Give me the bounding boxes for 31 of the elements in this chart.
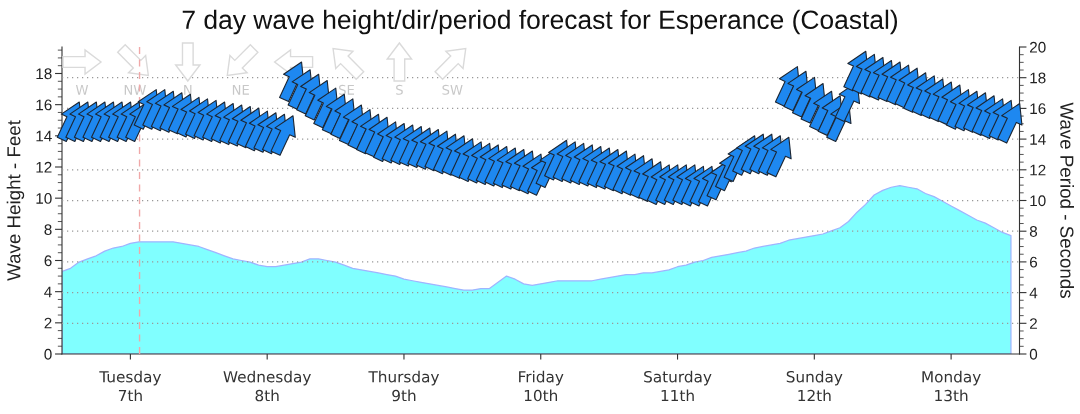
y-tick-label: 10 [36,193,52,204]
y-axis-title: Wave Height - Feet [6,120,25,281]
y2-tick-label: 12 [1030,164,1046,176]
chart-title: 7 day wave height/dir/period forecast for Esperance (Coastal) [182,9,898,35]
y-tick-label: 14 [36,130,52,142]
y-tick-label: 6 [44,255,52,267]
y2-tick-label: 16 [1030,103,1046,115]
y-tick-label: 4 [44,286,52,298]
y2-tick-label: 4 [1029,287,1038,299]
y-tick-label: 0 [44,348,52,360]
x-tick-label: Wednesday 8th [223,370,311,402]
x-tick-label: Tuesday 7th [99,370,162,402]
y2-tick-label: 14 [1030,134,1046,145]
x-tick-label: Monday 13th [922,370,981,402]
y2-tick-label: 8 [1029,226,1038,237]
y2-tick-label: 18 [1030,72,1046,84]
y-tick-label: 12 [36,161,52,173]
x-tick-label: Saturday 11th [644,370,712,402]
x-tick-label: Thursday 9th [368,370,440,402]
y2-tick-label: 10 [1030,195,1046,207]
y2-tick-label: 0 [1029,348,1038,360]
y-tick-label: 2 [44,317,52,329]
y2-axis-title: Wave Period - Seconds [1060,102,1074,298]
x-tick-label: Friday 10th [519,370,564,402]
y-tick-label: 8 [44,224,52,236]
y-tick-label: 16 [36,99,52,111]
y2-tick-label: 20 [1029,41,1046,53]
x-tick-label: Sunday 12th [786,370,843,402]
y2-tick-label: 6 [1030,256,1038,268]
y-tick-label: 18 [36,68,52,80]
y2-tick-label: 2 [1029,318,1037,329]
